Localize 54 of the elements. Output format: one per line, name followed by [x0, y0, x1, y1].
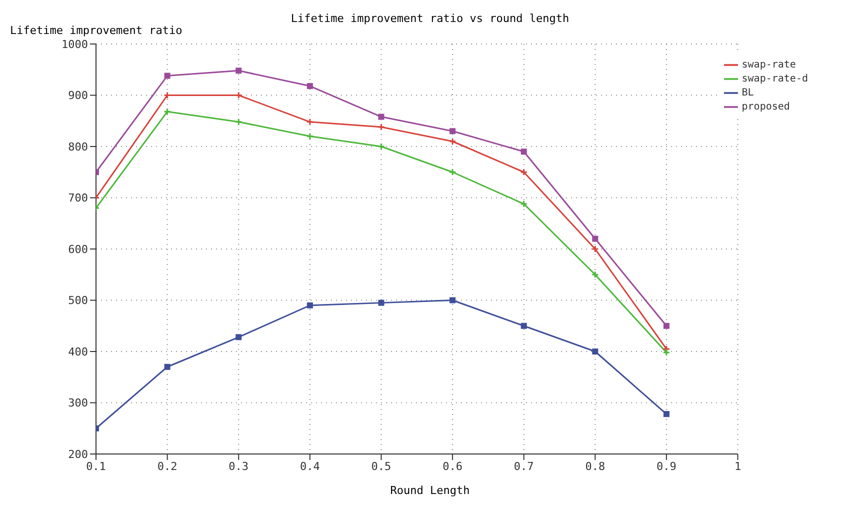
y-tick-label: 300 — [68, 396, 88, 410]
point — [164, 108, 172, 116]
x-tick-label: 0.4 — [300, 460, 320, 473]
point — [663, 411, 670, 418]
y-tick-label: 200 — [68, 448, 88, 461]
point — [520, 168, 528, 176]
x-tick-label: 0.6 — [442, 460, 462, 473]
point — [236, 68, 242, 74]
point — [306, 83, 313, 90]
point — [306, 118, 314, 126]
y-tick-label: 600 — [68, 242, 88, 256]
x-axis-title: Round Length — [389, 484, 471, 497]
chart-title: Lifetime improvement ratio vs round length — [290, 12, 570, 25]
y-tick-label: 700 — [68, 192, 88, 205]
legend-label: swap-rate-d — [742, 74, 808, 85]
point — [448, 138, 456, 146]
point — [520, 322, 527, 329]
point — [377, 123, 385, 131]
y-tick-label: 900 — [68, 89, 88, 102]
point — [164, 72, 170, 79]
point — [520, 148, 527, 155]
point — [306, 302, 313, 308]
point — [164, 364, 170, 370]
x-tick-label: 0.8 — [585, 460, 606, 473]
point — [234, 118, 242, 126]
x-tick-label: 1 — [734, 460, 742, 473]
y-tick-label: 400 — [68, 345, 88, 358]
point — [377, 142, 385, 150]
y-axis-title: Lifetime improvement ratio — [10, 24, 182, 37]
point — [306, 132, 314, 140]
legend-label: proposed — [742, 102, 790, 113]
y-tick-label: 1000 — [62, 38, 88, 51]
point — [592, 348, 598, 354]
point — [450, 297, 456, 304]
x-tick-label: 0.3 — [228, 460, 249, 473]
y-tick-label: 800 — [68, 140, 88, 154]
point — [378, 114, 384, 120]
legend-label: BL — [742, 88, 754, 99]
point — [663, 322, 670, 329]
point — [450, 128, 456, 134]
x-tick-label: 0.7 — [514, 460, 534, 473]
point — [520, 200, 528, 208]
x-tick-label: 0.2 — [157, 460, 178, 473]
x-tick-label: 0.5 — [371, 460, 392, 473]
legend-label: swap-rate — [742, 60, 796, 71]
point — [236, 334, 242, 340]
point — [378, 300, 384, 306]
x-tick-label: 0.9 — [656, 460, 676, 473]
y-tick-label: 500 — [68, 294, 88, 308]
x-tick-label: 0.1 — [86, 460, 106, 473]
point — [448, 168, 456, 176]
point — [591, 270, 599, 278]
point — [592, 236, 598, 242]
point — [591, 245, 599, 253]
